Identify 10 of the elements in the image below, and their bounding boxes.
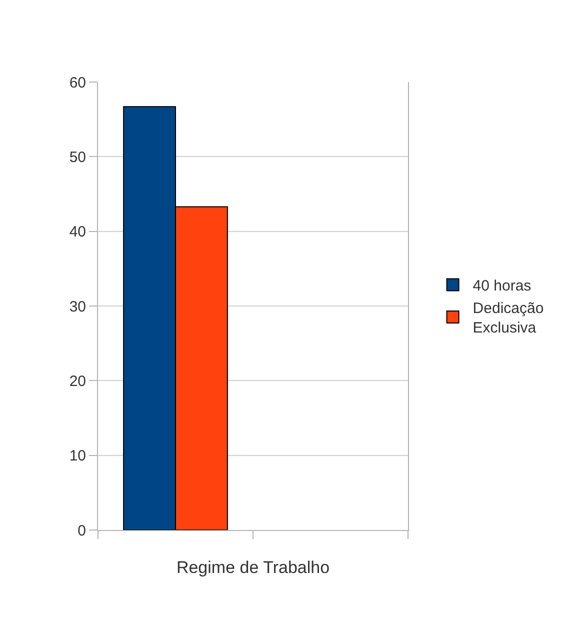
- x-axis-title: Regime de Trabalho: [176, 558, 330, 577]
- legend-label: 40 horas: [472, 278, 532, 295]
- y-tick-label: 20: [69, 372, 86, 390]
- y-tick-label: 40: [69, 224, 86, 241]
- y-tick-label: 50: [69, 148, 86, 166]
- legend-label: Dedicação Exclusiva: [472, 300, 544, 337]
- y-tick-label: 60: [69, 74, 86, 92]
- y-tick-label: 0: [78, 522, 86, 540]
- y-tick-label: 30: [69, 298, 86, 316]
- y-tick-label: 10: [69, 448, 86, 465]
